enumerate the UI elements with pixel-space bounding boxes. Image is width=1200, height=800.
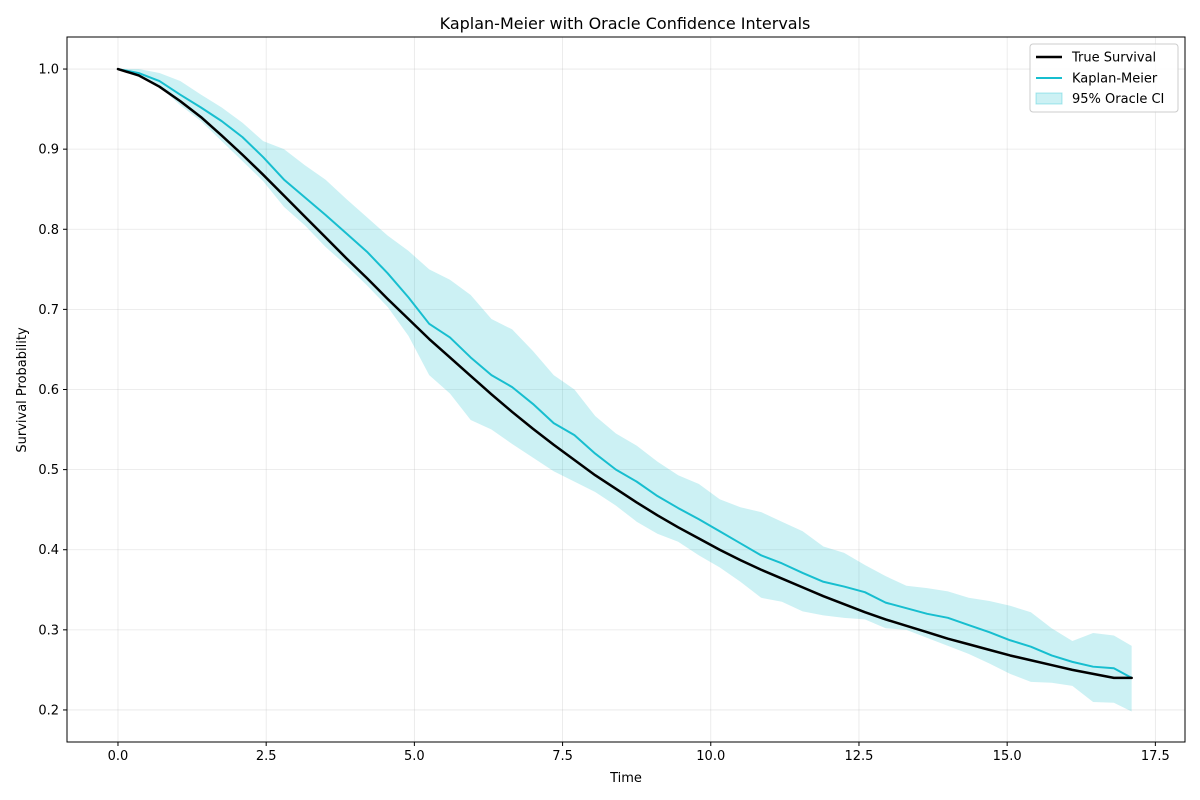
line-layer: [116, 67, 1133, 680]
x-tick-label: 17.5: [1141, 749, 1170, 764]
x-tick-label: 5.0: [404, 749, 425, 764]
legend: True Survival Kaplan-Meier 95% Oracle CI: [1029, 43, 1179, 113]
y-tick-label: 0.7: [38, 303, 59, 318]
grid-layer: [67, 37, 1185, 742]
y-tick-label: 0.9: [38, 143, 59, 158]
kaplan-meier-line: [116, 68, 1133, 679]
y-tick-label: 0.4: [38, 543, 59, 558]
x-tick-label: 2.5: [256, 749, 277, 764]
y-tick-label: 0.5: [38, 463, 59, 478]
band-layer: [117, 69, 1132, 712]
y-tick-label: 0.2: [38, 703, 59, 718]
y-tick-label: 1.0: [38, 63, 59, 78]
x-tick-label: 0.0: [108, 749, 129, 764]
legend-ci-swatch: [1035, 92, 1063, 105]
legend-true-survival-label: True Survival: [1071, 51, 1156, 66]
ci-band: [117, 69, 1132, 712]
legend-box: [1029, 43, 1179, 113]
x-tick-label: 10.0: [696, 749, 725, 764]
legend-kaplan-meier-label: Kaplan-Meier: [1072, 72, 1158, 87]
x-tick-label: 15.0: [993, 749, 1022, 764]
x-tick-label: 12.5: [844, 749, 873, 764]
x-axis-title: Time: [609, 771, 642, 786]
true-survival-line: [116, 67, 1133, 680]
y-tick-label: 0.3: [38, 623, 59, 638]
tick-layer: 0.0 2.5 5.0 7.5 10.0 12.5 15.0 17.5 0.2 0.3 0.4 0.5…: [38, 63, 1170, 764]
y-tick-label: 0.6: [38, 383, 59, 398]
x-tick-label: 7.5: [552, 749, 573, 764]
y-tick-label: 0.8: [38, 223, 59, 238]
chart-title: Kaplan-Meier with Oracle Confidence Inte…: [440, 14, 811, 33]
legend-ci-label: 95% Oracle CI: [1072, 92, 1164, 107]
y-axis-title: Survival Probability: [15, 327, 30, 453]
